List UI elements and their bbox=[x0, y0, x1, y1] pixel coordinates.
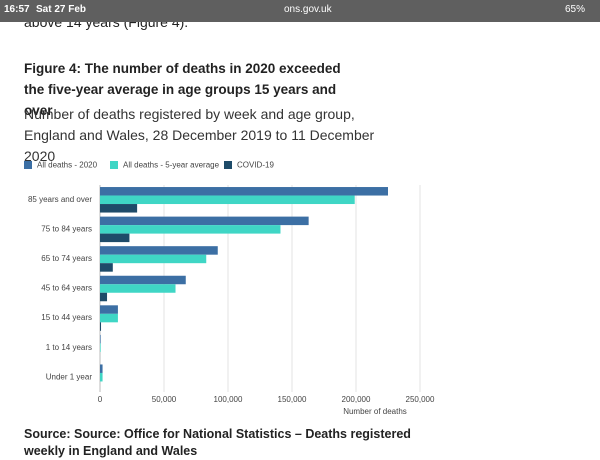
y-tick-label: 75 to 84 years bbox=[41, 224, 92, 233]
bar bbox=[100, 322, 101, 331]
bar bbox=[100, 246, 218, 255]
bar bbox=[100, 314, 118, 323]
x-axis-label: Number of deaths bbox=[343, 407, 407, 416]
bar bbox=[100, 234, 129, 243]
x-tick-label: 100,000 bbox=[214, 395, 243, 404]
bar bbox=[100, 217, 309, 226]
y-tick-label: Under 1 year bbox=[46, 372, 93, 381]
legend-swatch[interactable] bbox=[24, 161, 32, 169]
bar bbox=[100, 364, 103, 373]
status-bar: 16:57 Sat 27 Feb ons.gov.uk 65% bbox=[0, 0, 600, 22]
bar bbox=[100, 335, 101, 344]
bar bbox=[100, 373, 103, 382]
bar bbox=[100, 263, 113, 272]
x-tick-label: 150,000 bbox=[278, 395, 307, 404]
bar bbox=[100, 276, 186, 285]
time: 16:57 bbox=[4, 4, 30, 15]
source: Source: Source: Office for National Stat… bbox=[24, 426, 444, 460]
bar bbox=[100, 204, 137, 213]
y-tick-label: 45 to 64 years bbox=[41, 284, 92, 293]
y-tick-label: 85 years and over bbox=[28, 195, 92, 204]
battery: 65% bbox=[565, 4, 585, 15]
legend-swatch[interactable] bbox=[224, 161, 232, 169]
legend-label[interactable]: All deaths - 2020 bbox=[37, 161, 98, 170]
x-tick-label: 0 bbox=[98, 395, 103, 404]
date: Sat 27 Feb bbox=[36, 4, 86, 15]
bar bbox=[100, 225, 280, 234]
page: above 14 years (Figure 4). 16:57 Sat 27 … bbox=[0, 0, 600, 450]
bar bbox=[100, 187, 388, 196]
legend-label[interactable]: All deaths - 5-year average bbox=[123, 161, 220, 170]
y-tick-label: 1 to 14 years bbox=[46, 343, 92, 352]
x-tick-label: 50,000 bbox=[152, 395, 177, 404]
x-tick-label: 200,000 bbox=[342, 395, 371, 404]
legend-swatch[interactable] bbox=[110, 161, 118, 169]
url[interactable]: ons.gov.uk bbox=[284, 4, 332, 15]
bar bbox=[100, 293, 107, 302]
y-tick-label: 15 to 44 years bbox=[41, 313, 92, 322]
bar bbox=[100, 284, 176, 293]
bar bbox=[100, 255, 206, 264]
x-tick-label: 250,000 bbox=[406, 395, 435, 404]
y-tick-label: 65 to 74 years bbox=[41, 254, 92, 263]
chart: 0 50,000 100,000 150,000 200,000 250,000 Numbe… bbox=[0, 150, 600, 420]
bar bbox=[100, 196, 355, 205]
bar bbox=[100, 343, 101, 352]
legend-label[interactable]: COVID-19 bbox=[237, 161, 274, 170]
bar bbox=[100, 305, 118, 314]
